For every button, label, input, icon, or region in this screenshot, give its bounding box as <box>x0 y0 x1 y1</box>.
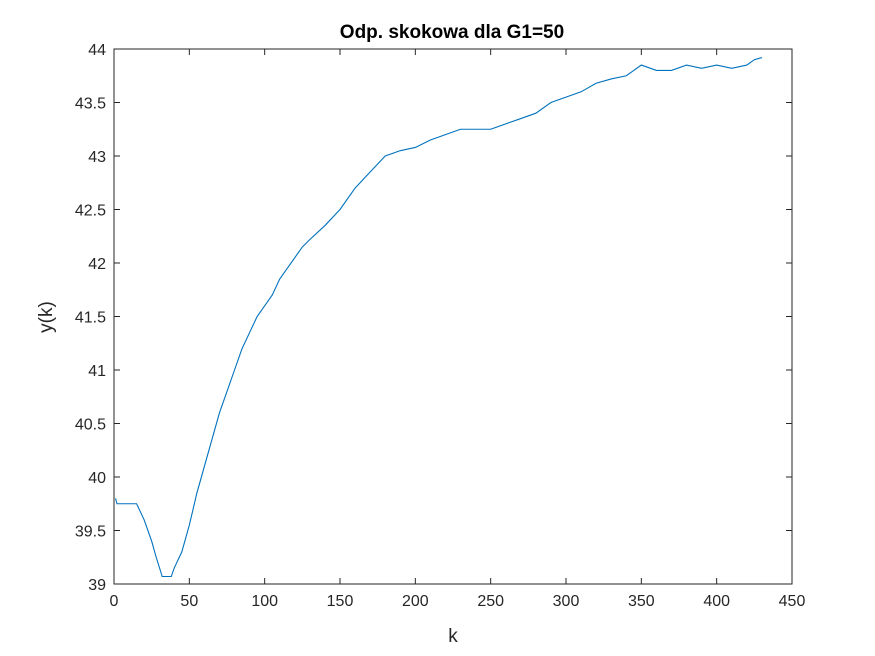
x-tick-label: 200 <box>402 593 429 610</box>
x-tick-label: 150 <box>327 593 354 610</box>
y-axis: 39 39.5 40 40.5 41 41.5 42 42.5 43 43.5 44 <box>75 42 792 594</box>
x-tick-label: 0 <box>110 593 119 610</box>
x-tick-label: 400 <box>703 593 730 610</box>
y-tick-label: 41 <box>88 363 106 380</box>
y-tick-label: 42.5 <box>75 203 106 220</box>
y-tick-label: 44 <box>88 42 106 59</box>
x-tick-label: 450 <box>779 593 806 610</box>
x-tick-label: 100 <box>251 593 278 610</box>
y-axis-label: y(k) <box>36 301 57 333</box>
plot-area <box>113 48 793 585</box>
chart-title: Odp. skokowa dla G1=50 <box>340 22 564 43</box>
y-tick-label: 40 <box>88 470 106 487</box>
y-tick-label: 40.5 <box>75 417 106 434</box>
y-tick-label: 43 <box>88 149 106 166</box>
x-tick-label: 250 <box>477 593 504 610</box>
y-tick-label: 42 <box>88 256 106 273</box>
y-tick-label: 39 <box>88 577 106 594</box>
y-tick-label: 43.5 <box>75 96 106 113</box>
x-tick-label: 50 <box>180 593 198 610</box>
series-line <box>114 57 763 578</box>
x-axis-label: k <box>448 626 458 647</box>
y-tick-label: 41.5 <box>75 310 106 327</box>
x-tick-label: 300 <box>553 593 580 610</box>
y-tick-label: 39.5 <box>75 524 106 541</box>
x-tick-label: 350 <box>628 593 655 610</box>
x-axis: 0 50 100 150 200 250 300 350 400 450 <box>110 49 806 610</box>
